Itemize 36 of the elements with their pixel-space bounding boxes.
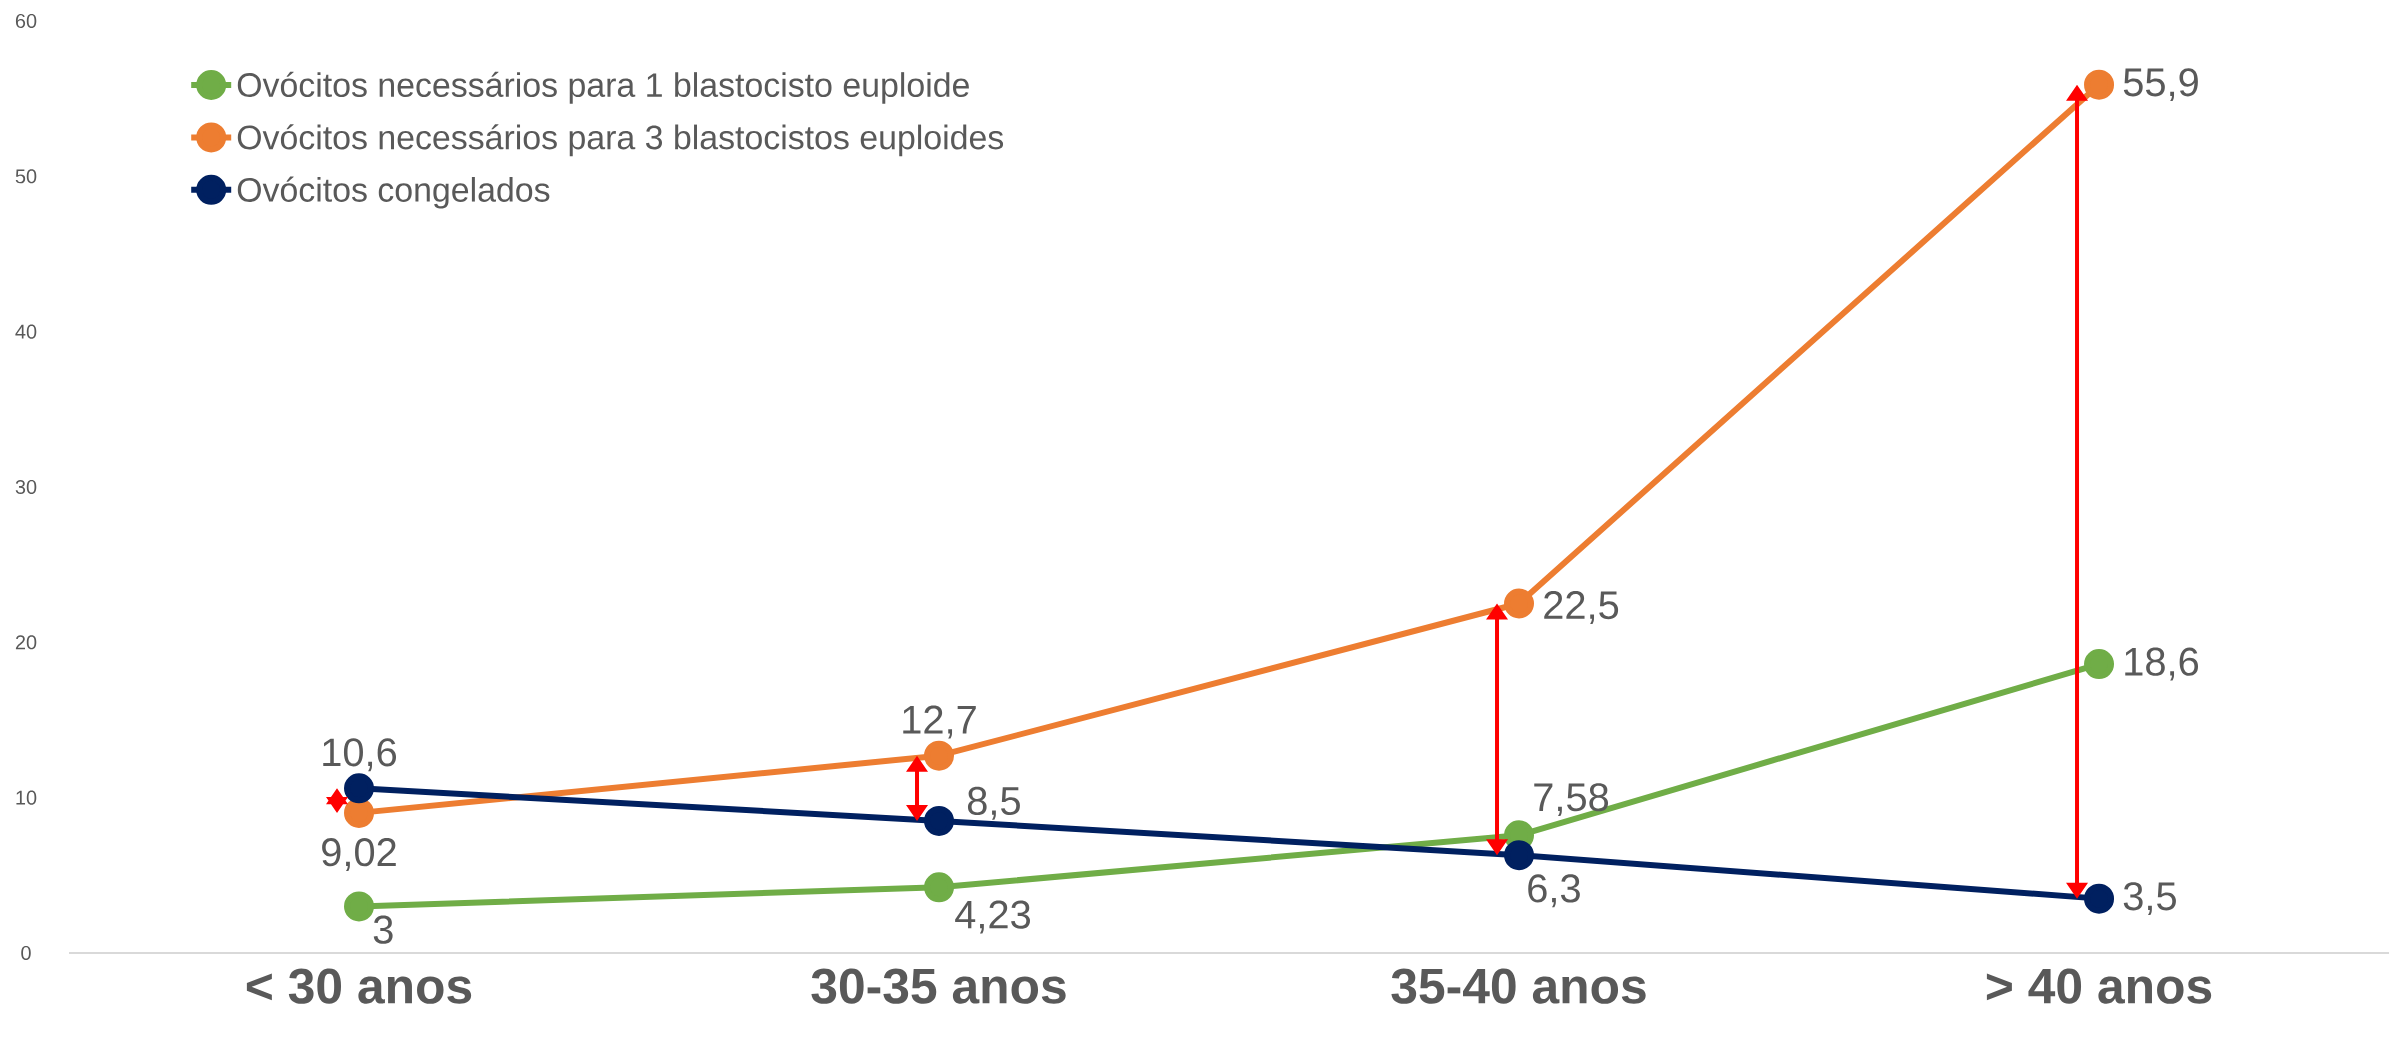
- point: [2084, 883, 2115, 914]
- data-label: 4,23: [955, 900, 1031, 934]
- point: [924, 872, 955, 903]
- y-tick-label: 60: [15, 13, 37, 29]
- point: [1504, 840, 1535, 871]
- point: [344, 891, 375, 922]
- y-tick-label: 0: [21, 945, 31, 961]
- data-label: 6,3: [1528, 874, 1580, 908]
- data-label: 7,58: [1534, 783, 1609, 817]
- legend-label: Ovócitos necessários para 3 blastocistos euploides: [237, 124, 1004, 157]
- data-label: 12,7: [903, 705, 976, 739]
- point: [2084, 649, 2115, 680]
- point: [1504, 588, 1535, 619]
- data-label: 22,5: [1544, 591, 1619, 624]
- point: [924, 740, 955, 771]
- x-tick-label: 30-35 anos: [811, 968, 1066, 1004]
- legend-label: Ovócitos congelados: [237, 176, 550, 209]
- y-tick-label: 10: [16, 790, 37, 805]
- data-label: 18,6: [2125, 647, 2199, 681]
- y-tick-label: 40: [15, 324, 37, 339]
- x-tick-label: < 30 anos: [246, 968, 472, 1004]
- y-tick-label: 50: [15, 169, 37, 184]
- data-label: 8,5: [967, 786, 1020, 820]
- data-label: 9,02: [322, 838, 396, 871]
- point: [344, 773, 375, 804]
- point: [2084, 69, 2115, 100]
- data-label: 3: [373, 915, 393, 944]
- point: [924, 805, 955, 836]
- data-label: 10,6: [323, 738, 397, 772]
- legend-label: Ovócitos necessários para 1 blastocisto euploide: [237, 71, 969, 104]
- data-label: 3,5: [2123, 882, 2176, 916]
- y-tick-label: 20: [15, 635, 37, 650]
- x-tick-label: 35-40 anos: [1391, 968, 1646, 1004]
- data-label: 55,9: [2123, 68, 2198, 102]
- y-tick-label: 30: [15, 479, 37, 495]
- x-tick-label: > 40 anos: [1986, 968, 2212, 1004]
